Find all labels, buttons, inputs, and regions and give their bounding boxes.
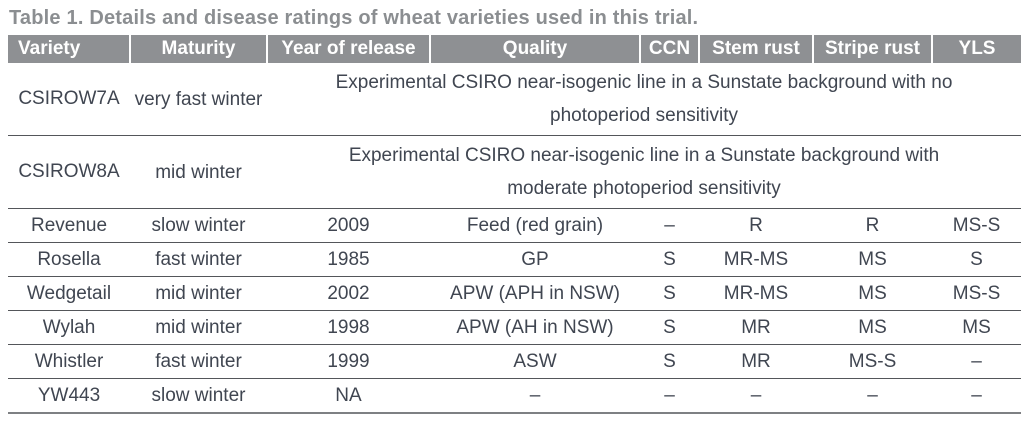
column-header-stem-rust: Stem rust [698,35,813,63]
cell-maturity: fast winter [130,242,267,277]
cell-stripe-rust: MS [813,310,932,345]
cell-stripe-rust: MS-S [813,344,932,379]
cell-ccn: S [640,242,699,277]
cell-description: Experimental CSIRO near-isogenic line in… [267,63,1021,136]
cell-yls: MS [932,310,1021,345]
cell-stem-rust: MR-MS [699,276,813,311]
description-line: moderate photoperiod sensitivity [507,178,781,199]
description-line: Experimental CSIRO near-isogenic line in… [335,72,953,93]
table-row-yw443: YW443 slow winter NA – – – – – [8,378,1021,414]
column-header-quality: Quality [429,35,640,63]
table-row-revenue: Revenue slow winter 2009 Feed (red grain… [8,208,1021,243]
cell-variety: YW443 [8,378,130,414]
cell-maturity: fast winter [130,344,267,379]
cell-yls: – [932,344,1021,379]
cell-quality: Feed (red grain) [430,208,640,243]
cell-maturity: mid winter [130,135,267,209]
cell-year: 2009 [267,208,430,243]
table-row-whistler: Whistler fast winter 1999 ASW S MR MS-S … [8,344,1021,379]
cell-maturity: slow winter [130,208,267,243]
cell-stem-rust: – [699,378,813,414]
description-line: Experimental CSIRO near-isogenic line in… [348,145,940,166]
cell-year: NA [267,378,430,414]
column-header-year-of-release: Year of release [266,35,430,63]
cell-ccn: – [640,378,699,414]
column-header-ccn: CCN [639,35,699,63]
cell-year: 1985 [267,242,430,277]
cell-ccn: – [640,208,699,243]
cell-yls: MS-S [932,208,1021,243]
cell-maturity: very fast winter [130,63,267,136]
cell-year: 1998 [267,310,430,345]
cell-description: Experimental CSIRO near-isogenic line in… [267,135,1021,209]
table-row-csirow8a: CSIROW8A mid winter Experimental CSIRO n… [8,135,1021,209]
cell-maturity: mid winter [130,310,267,345]
header-row: Variety Maturity Year of release Quality… [8,35,1021,63]
cell-variety: Wedgetail [8,276,130,311]
cell-maturity: mid winter [130,276,267,311]
cell-quality: APW (AH in NSW) [430,310,640,345]
description-line: photoperiod sensitivity [550,105,738,126]
cell-variety: CSIROW7A [8,63,130,136]
cell-variety: Wylah [8,310,130,345]
table-title: Table 1. Details and disease ratings of … [9,7,699,29]
cell-year: 2002 [267,276,430,311]
cell-ccn: S [640,276,699,311]
cell-yls: MS-S [932,276,1021,311]
cell-variety: Revenue [8,208,130,243]
cell-ccn: S [640,344,699,379]
table-row-wedgetail: Wedgetail mid winter 2002 APW (APH in NS… [8,276,1021,311]
cell-yls: – [932,378,1021,414]
cell-stripe-rust: R [813,208,932,243]
wheat-varieties-table: Variety Maturity Year of release Quality… [8,35,1021,414]
cell-maturity: slow winter [130,378,267,414]
cell-stem-rust: R [699,208,813,243]
cell-quality: APW (APH in NSW) [430,276,640,311]
table-row-rosella: Rosella fast winter 1985 GP S MR-MS MS S [8,242,1021,277]
cell-quality: GP [430,242,640,277]
cell-variety: Whistler [8,344,130,379]
cell-stripe-rust: – [813,378,932,414]
column-header-maturity: Maturity [129,35,267,63]
cell-year: 1999 [267,344,430,379]
table-row-wylah: Wylah mid winter 1998 APW (AH in NSW) S … [8,310,1021,345]
table-row-csirow7a: CSIROW7A very fast winter Experimental C… [8,63,1021,136]
cell-ccn: S [640,310,699,345]
cell-quality: – [430,378,640,414]
cell-stripe-rust: MS [813,242,932,277]
cell-quality: ASW [430,344,640,379]
cell-yls: S [932,242,1021,277]
cell-variety: Rosella [8,242,130,277]
cell-stem-rust: MR [699,344,813,379]
cell-stem-rust: MR [699,310,813,345]
column-header-variety: Variety [8,35,130,63]
column-header-yls: YLS [931,35,1021,63]
column-header-stripe-rust: Stripe rust [812,35,932,63]
cell-variety: CSIROW8A [8,135,130,209]
cell-stem-rust: MR-MS [699,242,813,277]
cell-stripe-rust: MS [813,276,932,311]
